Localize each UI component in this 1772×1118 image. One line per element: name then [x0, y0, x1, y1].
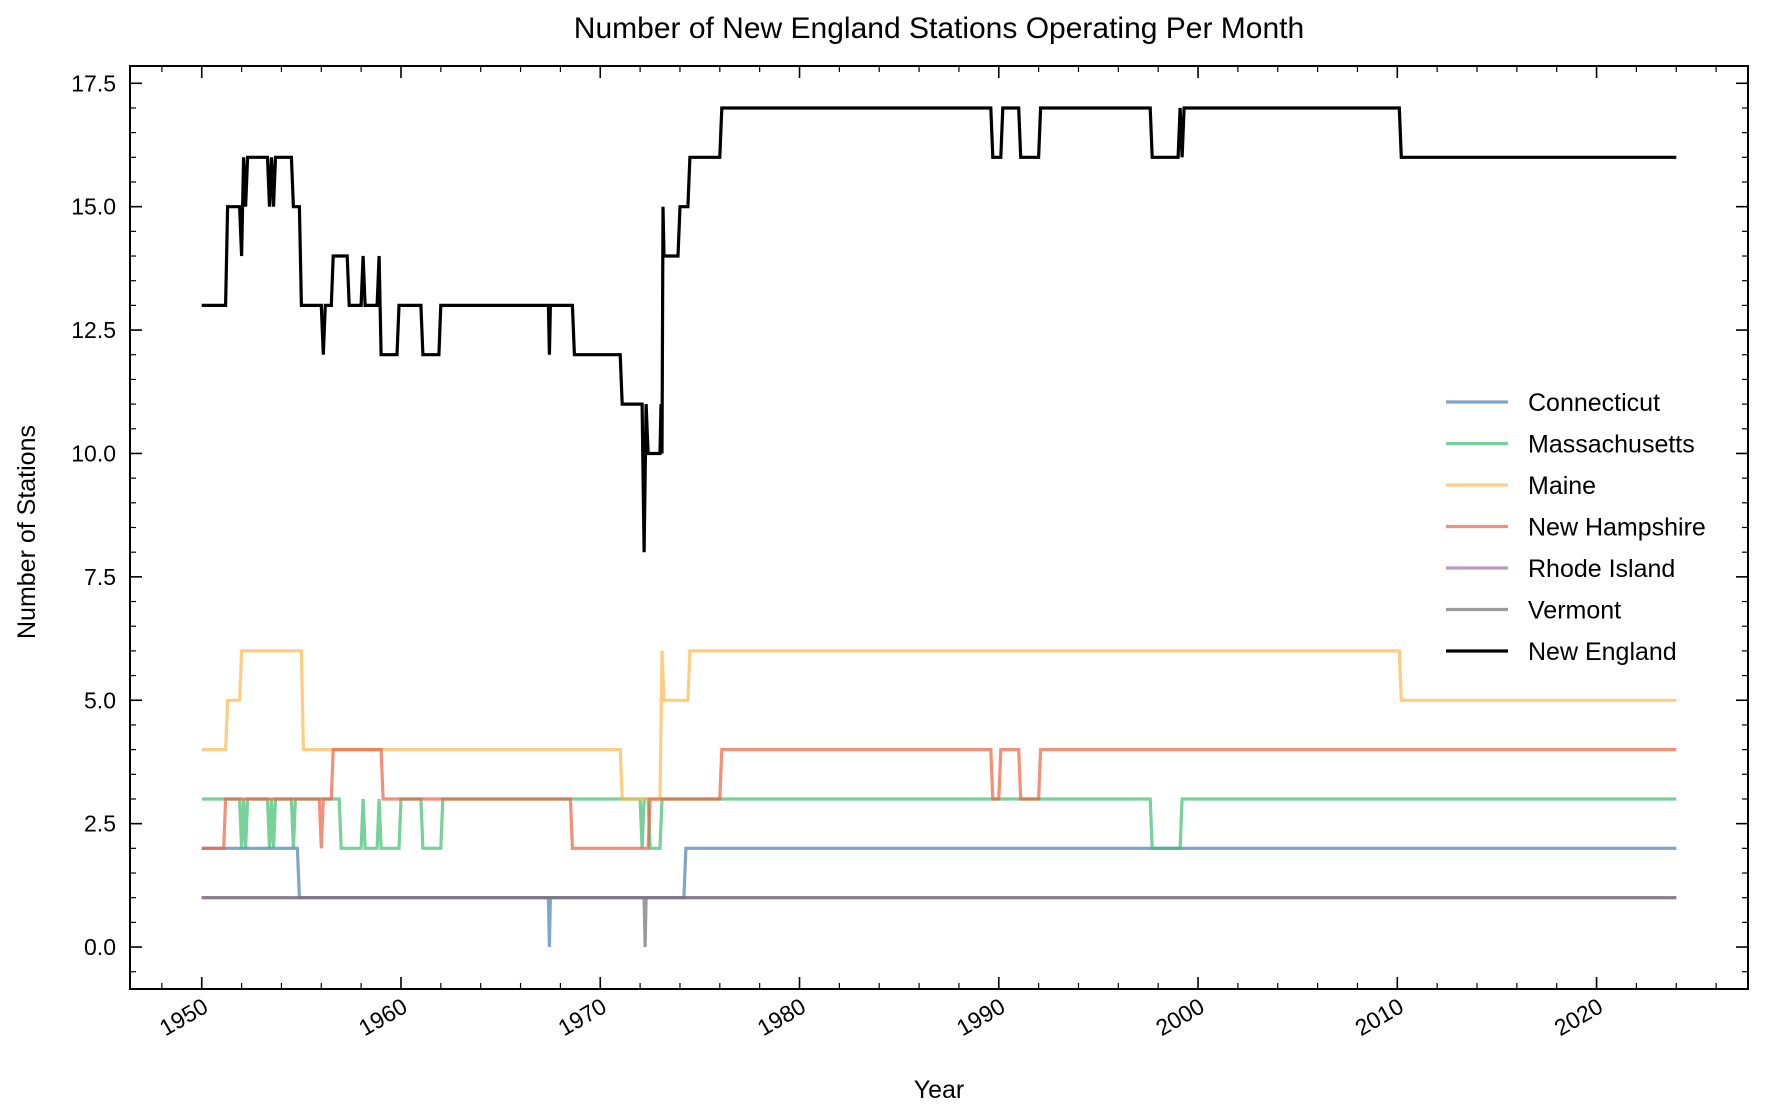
y-axis-label: Number of Stations	[13, 425, 41, 639]
x-tick-label: 1970	[553, 993, 610, 1041]
series-line-maine	[201, 649, 1677, 801]
x-tick-label: 1960	[354, 993, 411, 1041]
series-line-vermont	[201, 896, 1677, 948]
x-tick-label: 2010	[1350, 993, 1407, 1041]
y-tick-label: 7.5	[84, 564, 116, 590]
legend-label: Massachusetts	[1528, 431, 1695, 459]
y-tick-label: 10.0	[71, 440, 116, 466]
series-line-connecticut	[201, 846, 1677, 948]
plot-frame	[129, 65, 1749, 990]
x-tick-label: 2000	[1151, 993, 1208, 1041]
legend-label: New Hampshire	[1528, 514, 1706, 542]
x-axis-label: Year	[914, 1076, 965, 1104]
series-line-new-hampshire	[201, 747, 1677, 850]
axis-ticks: 1950 1960 1970 1980 1990 2000 2010 2020 0.0 2.5 5.…	[71, 66, 1748, 1041]
series-line-massachusetts	[201, 797, 1677, 850]
x-tick-label: 2020	[1550, 993, 1607, 1041]
legend-label: Rhode Island	[1528, 555, 1675, 583]
y-tick-label: 5.0	[84, 687, 116, 713]
y-tick-label: 2.5	[84, 811, 116, 837]
legend-label: New England	[1528, 638, 1677, 666]
x-tick-label: 1990	[952, 993, 1009, 1041]
legend-label: Connecticut	[1528, 389, 1660, 417]
legend: Connecticut Massachusetts Maine New Hampshi…	[1446, 389, 1706, 666]
chart-title: Number of New England Stations Operating…	[574, 12, 1304, 45]
x-tick-label: 1950	[155, 993, 212, 1041]
legend-label: Maine	[1528, 472, 1596, 500]
y-tick-label: 15.0	[71, 194, 116, 220]
y-tick-label: 17.5	[71, 70, 116, 96]
series-lines	[201, 106, 1677, 948]
y-tick-label: 12.5	[71, 317, 116, 343]
x-tick-label: 1980	[753, 993, 810, 1041]
legend-label: Vermont	[1528, 597, 1621, 625]
y-tick-label: 0.0	[84, 934, 116, 960]
series-line-new-england	[201, 106, 1677, 553]
